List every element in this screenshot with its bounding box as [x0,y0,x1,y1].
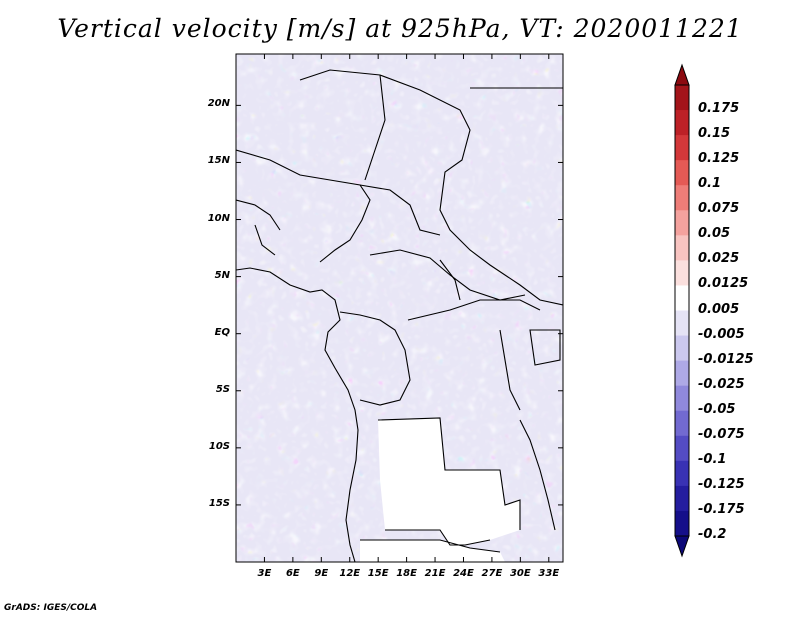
colorbar-label: -0.005 [698,326,745,342]
colorbar-swatch [675,210,689,236]
colorbar-swatch [675,385,689,412]
plot-frame [235,53,564,563]
lat-tick-label: EQ [214,326,230,338]
colorbar-swatch [675,85,689,111]
map-title: Vertical velocity [m/s] at 925hPa, VT: 2… [57,14,743,43]
lat-tick-label: 5S [215,383,230,395]
colorbar-label: 0.05 [698,226,731,242]
colorbar-swatch [675,160,689,186]
colorbar-label: -0.1 [698,451,727,467]
lon-tick-label: 9E [314,568,329,579]
lat-tick-label: 20N [207,98,230,110]
blank-region-south [360,540,505,562]
lat-ticks [236,104,563,506]
lon-tick-label: 18E [396,568,417,579]
colorbar-label: 0.025 [698,251,740,267]
lon-tick-label: 30E [509,568,531,579]
colorbar-label: 0.005 [698,301,740,317]
grads-credit: GrADS: IGES/COLA [4,603,98,613]
lon-ticks [263,54,550,562]
colorbar-swatch [675,435,689,462]
colorbar-label: 0.15 [698,126,731,142]
lat-tick-label: 5N [214,269,230,281]
colorbar-swatch [675,310,689,337]
lon-tick-label: 27E [481,568,503,579]
colorbar-label: -0.175 [698,501,745,517]
lon-tick-label: 24E [453,568,474,579]
lon-tick-label: 6E [285,568,300,579]
lat-tick-label: 10N [207,212,230,224]
colorbar-label: -0.025 [698,376,745,392]
colorbar-label: -0.125 [698,476,745,492]
lat-tick-label: 10S [208,440,230,452]
colorbar-swatch [675,485,689,512]
colorbar-label: -0.075 [698,426,745,442]
colorbar-swatch [675,360,689,387]
colorbar-swatch [675,110,689,136]
map-borders [236,69,563,562]
lon-tick-label: 21E [424,568,446,579]
colorbar-swatch [675,410,689,437]
colorbar-swatch [675,235,689,261]
colorbar-label: 0.175 [698,101,740,117]
lon-tick-label: 3E [257,568,272,579]
colorbar-label: 0.125 [698,151,740,167]
colorbar-top-arrow [674,63,690,86]
colorbar-swatch [675,260,689,286]
colorbar-label: 0.0125 [698,276,749,292]
lon-tick-label: 12E [339,568,361,579]
colorbar-label: 0.075 [698,201,740,217]
lat-tick-label: 15S [208,497,230,509]
colorbar-swatch [675,335,689,362]
colorbar-label: 0.1 [698,176,722,192]
colorbar-bottom-arrow [674,535,690,558]
lat-tick-label: 15N [207,155,230,167]
colorbar-swatch [675,135,689,161]
colorbar-label: -0.05 [698,401,736,417]
colorbar-swatch [675,285,689,311]
colorbar-label: -0.0125 [698,351,754,367]
blank-region [378,418,520,545]
colorbar [674,63,690,558]
velocity-field [236,54,563,562]
colorbar-swatch [675,510,689,537]
colorbar-label: -0.2 [698,527,727,542]
lon-tick-label: 15E [367,568,389,579]
colorbar-swatch [675,460,689,487]
colorbar-swatch [675,185,689,211]
colorbar-frame [674,84,690,537]
lon-tick-label: 33E [538,568,560,579]
